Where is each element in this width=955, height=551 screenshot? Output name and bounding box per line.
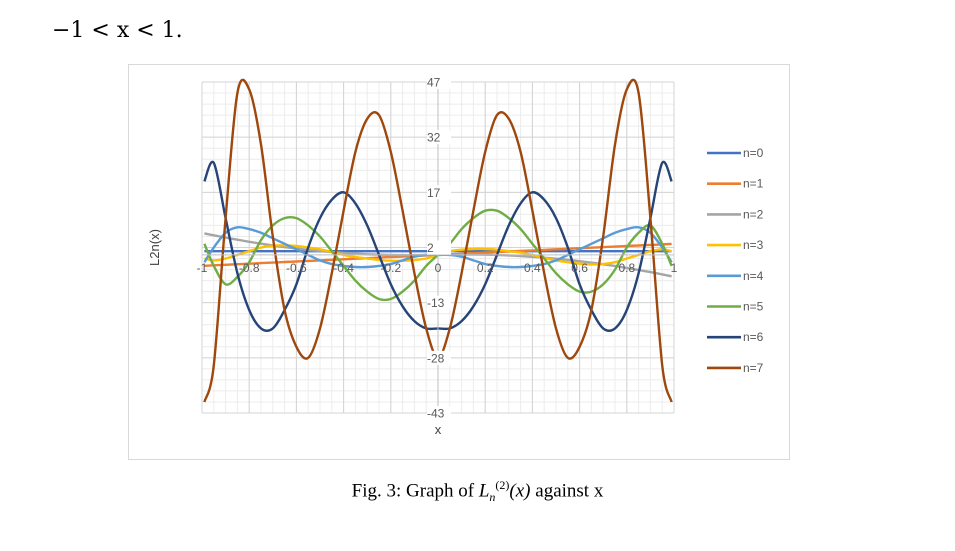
x-tick-label: 1 <box>671 261 678 275</box>
x-tick-label: -0.2 <box>380 261 401 275</box>
legend-label: n=4 <box>743 269 764 283</box>
legend-label: n=5 <box>743 300 764 314</box>
caption-function: L <box>478 480 490 502</box>
y-tick-label-bg <box>427 350 451 365</box>
y-tick-label: 2 <box>427 241 434 255</box>
x-tick-label: 0.4 <box>524 261 541 275</box>
x-tick-label: 0.2 <box>477 261 494 275</box>
y-tick-label-bg <box>427 185 451 200</box>
caption-prefix: Fig. 3: Graph of <box>351 480 479 502</box>
caption-subscript: n <box>489 490 496 505</box>
chart-container: 47 32 17 2 -13 -28 -43 -1 -0.8 -0.6 -0.4 -0.2 0 0.2 0.… <box>128 64 790 460</box>
x-tick-label: 0.6 <box>571 261 588 275</box>
y-tick-label-bg <box>427 406 451 420</box>
legend-label: n=0 <box>743 146 764 160</box>
legend-label: n=2 <box>743 207 764 221</box>
caption-suffix: against x <box>530 480 604 502</box>
y-tick-label: 47 <box>427 76 441 90</box>
x-tick-label: 0.8 <box>618 261 635 275</box>
legend-label: n=7 <box>743 361 764 375</box>
y-tick-label-bg <box>427 295 451 310</box>
legend-label: n=3 <box>743 238 764 252</box>
x-tick-label: -0.4 <box>333 261 354 275</box>
caption-superscript: (2) <box>495 478 510 492</box>
y-tick-label: 32 <box>427 131 441 145</box>
y-axis-title: L2n(x) <box>147 229 162 266</box>
y-tick-label-bg <box>427 130 451 145</box>
legend-label: n=6 <box>743 330 764 344</box>
y-tick-label: -43 <box>427 407 445 421</box>
y-tick-label-bg <box>427 75 451 89</box>
line-chart: 47 32 17 2 -13 -28 -43 -1 -0.8 -0.6 -0.4 -0.2 0 0.2 0.… <box>147 75 764 437</box>
y-tick-label-bg <box>427 240 451 255</box>
y-tick-label: -13 <box>427 296 445 310</box>
x-tick-label: -0.6 <box>286 261 307 275</box>
caption-argument: (x) <box>509 480 531 502</box>
y-tick-label: 17 <box>427 186 441 200</box>
x-tick-label: 0 <box>435 261 442 275</box>
x-axis-title: x <box>435 422 442 437</box>
x-tick-label: -1 <box>197 261 208 275</box>
chart-axes: 47 32 17 2 -13 -28 -43 -1 -0.8 -0.6 -0.4 -0.2 0 0.2 0.… <box>147 75 678 437</box>
y-tick-label: -28 <box>427 351 445 365</box>
chart-legend: n=0 n=1 n=2 n=3 n=4 n=5 n=6 n=7 <box>707 146 764 375</box>
x-tick-label: -0.8 <box>239 261 260 275</box>
page-heading: −1 < x < 1. <box>52 18 183 43</box>
legend-label: n=1 <box>743 177 764 191</box>
figure-caption: Fig. 3: Graph of Ln(2)(x) against x <box>0 478 955 505</box>
